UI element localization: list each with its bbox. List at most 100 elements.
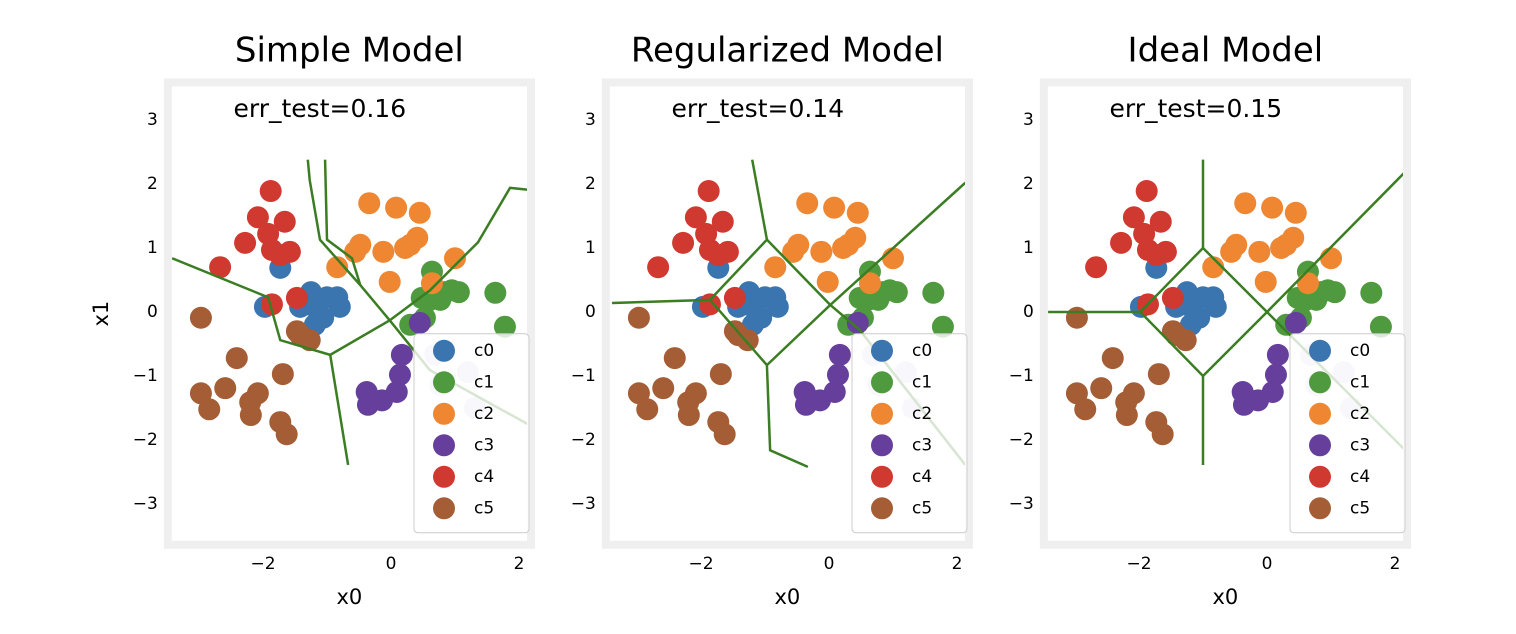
point <box>269 244 292 267</box>
y-tick-label: 3 <box>585 110 596 130</box>
point <box>810 240 833 263</box>
point <box>1110 231 1133 254</box>
legend-label: c5 <box>912 498 932 518</box>
decision-boundary <box>829 181 965 306</box>
legend-marker <box>1309 497 1331 520</box>
y-tick-label: 3 <box>1023 110 1034 130</box>
point <box>1264 363 1287 386</box>
point <box>214 377 237 400</box>
point <box>447 281 470 304</box>
point <box>1145 244 1168 267</box>
y-tick-label: 1 <box>585 238 596 258</box>
legend-label: c5 <box>1350 498 1370 518</box>
point <box>1101 347 1124 370</box>
point <box>1220 240 1243 263</box>
point <box>493 315 516 338</box>
legend-label: c0 <box>912 341 932 361</box>
annotation: err_test=0.15 <box>1109 94 1282 123</box>
x-tick-label: 2 <box>952 554 963 574</box>
legend-marker <box>1309 465 1331 488</box>
x-axis-label: x0 <box>775 585 801 609</box>
point <box>484 281 507 304</box>
y-tick-label: 2 <box>1023 174 1034 194</box>
x-tick-label: 2 <box>514 554 525 574</box>
point <box>858 272 881 295</box>
annotation: err_test=0.16 <box>233 94 406 123</box>
point <box>344 240 367 263</box>
point <box>1234 192 1257 215</box>
legend-marker <box>433 497 455 520</box>
y-tick-label: −3 <box>1009 494 1034 514</box>
x-tick-label: 0 <box>824 554 835 574</box>
point <box>1135 180 1158 203</box>
point <box>1254 270 1277 293</box>
point <box>931 315 954 338</box>
legend-label: c2 <box>1350 404 1370 424</box>
point <box>922 281 945 304</box>
point <box>764 256 787 279</box>
y-tick-label: 0 <box>1023 302 1034 322</box>
x-tick-label: −2 <box>1126 554 1151 574</box>
point <box>663 347 686 370</box>
y-tick-label: 1 <box>1023 238 1034 258</box>
y-tick-label: 3 <box>147 110 158 130</box>
point <box>885 281 908 304</box>
point <box>273 210 296 233</box>
point <box>1085 256 1108 279</box>
subplot: Simple Model −2 0 2 −3 −2 −1 0 1 2 3 x0 x1 err_test=0… <box>89 31 536 609</box>
point <box>709 363 732 386</box>
point <box>246 206 269 229</box>
point <box>727 324 750 347</box>
y-tick-label: −2 <box>133 430 158 450</box>
point <box>1115 404 1138 427</box>
legend-box <box>851 333 968 534</box>
x-tick-label: 2 <box>1390 554 1401 574</box>
decision-boundary <box>611 237 833 367</box>
legend-marker <box>871 339 893 362</box>
point <box>707 244 730 267</box>
point <box>826 363 849 386</box>
point <box>1360 281 1383 304</box>
legend-label: c3 <box>912 435 932 455</box>
subplot-title: Regularized Model <box>631 31 944 71</box>
point <box>1323 281 1346 304</box>
point <box>408 201 431 224</box>
point <box>1369 315 1392 338</box>
point <box>388 363 411 386</box>
point <box>328 295 351 318</box>
point <box>378 270 401 293</box>
decision-boundary <box>750 159 769 240</box>
y-tick-label: 1 <box>147 238 158 258</box>
point <box>420 272 443 295</box>
point <box>1065 306 1088 329</box>
legend-label: c4 <box>474 467 494 487</box>
point <box>793 381 816 403</box>
point <box>636 398 659 421</box>
y-tick-label: 2 <box>585 174 596 194</box>
legend-marker <box>1309 434 1331 457</box>
point <box>882 247 904 270</box>
point <box>652 377 675 400</box>
legend-box <box>413 333 530 534</box>
point <box>782 240 805 263</box>
y-tick-label: −2 <box>1009 430 1034 450</box>
point <box>837 233 860 256</box>
point <box>1122 206 1145 229</box>
point <box>444 247 466 270</box>
point <box>1231 381 1254 403</box>
legend-marker <box>1309 402 1331 425</box>
point <box>1202 256 1225 279</box>
point <box>271 363 294 386</box>
legend-label: c3 <box>1350 435 1370 455</box>
y-tick-label: −1 <box>571 366 596 386</box>
legend-label: c4 <box>912 467 932 487</box>
y-axis-label: x1 <box>89 301 113 327</box>
subplot-title: Ideal Model <box>1128 31 1324 71</box>
point <box>867 288 890 311</box>
point <box>677 404 700 427</box>
annotation: err_test=0.14 <box>671 94 844 123</box>
point <box>647 256 670 279</box>
y-tick-label: 2 <box>147 174 158 194</box>
point <box>1151 423 1174 446</box>
